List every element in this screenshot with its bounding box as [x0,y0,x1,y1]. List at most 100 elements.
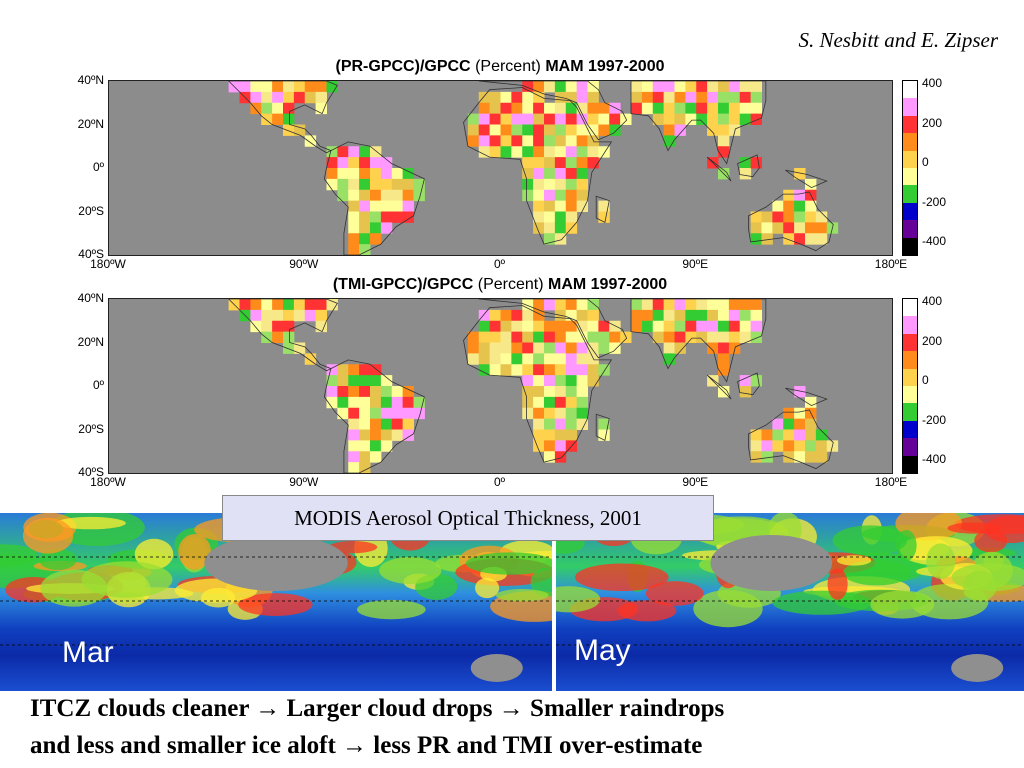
australia-nodata [470,654,523,682]
map-cell [587,299,599,311]
map-cell [739,386,752,398]
map-cell [565,135,578,147]
map-cell [348,168,360,180]
map-cell [315,299,327,311]
panel-title-pr: (PR-GPCC)/GPCC (Percent) MAM 1997-2000 [110,58,890,76]
map-cell [794,407,806,420]
map-cell [478,91,491,104]
map-cell [544,364,556,376]
map-cell [250,102,262,115]
map-cell [609,113,621,125]
aerosol-blob [379,556,442,584]
map-cell [805,222,817,234]
lon-tick-label: 180ºW [90,257,126,271]
map-cell [500,320,512,333]
map-cell [533,124,545,136]
map-cell [370,168,382,180]
map-cell [576,135,588,147]
map-cell [511,342,523,354]
map-cell [283,320,295,333]
map-cell [544,222,556,234]
aerosol-blob [134,538,174,570]
map-cell [522,157,534,169]
map-cell [609,342,621,354]
map-cell [500,102,512,115]
map-cell [500,364,512,376]
map-cell [522,189,534,202]
map-cell [544,168,556,180]
map-cell [761,233,773,245]
map-cell [522,407,534,420]
map-cell [565,178,578,191]
map-cell [272,320,284,333]
map-cell [805,440,817,452]
map-cell [402,396,414,409]
map-cell [544,320,556,333]
map-cell [554,299,567,311]
map-cell [544,407,556,420]
map-cell [402,429,414,441]
map-cell [337,386,349,398]
map-cell [250,320,262,333]
map-cell [587,102,599,115]
map-cell [359,200,371,212]
map-cell [761,451,773,463]
map-cell [544,342,556,354]
map-cell [304,81,317,93]
map-cell [261,331,273,343]
map-cell [533,407,545,420]
lon-tick-label: 0º [493,257,506,271]
aerosol-blob [530,567,552,597]
colorbar-tick-label: 200 [922,115,943,130]
map-cell [565,299,578,311]
map-cell [326,81,338,93]
map-cell [359,375,371,387]
conclusion-text: ITCZ clouds cleaner → Larger cloud drops… [30,690,1010,764]
map-cell [685,113,697,125]
map-cell [293,124,306,136]
map-cell [696,320,708,333]
map-cell [739,157,752,169]
map-cell [576,81,588,93]
map-cell [544,386,556,398]
map-cell [544,353,556,365]
map-cell [565,309,578,322]
map-cell [337,375,349,387]
map-cell [750,331,762,343]
map-cell [500,342,512,354]
colorbar-swatch [903,351,917,369]
map-cell [565,407,578,420]
map-cell [598,320,610,333]
map-cell [489,331,501,343]
map-cell [707,331,719,343]
map-cell [783,233,795,245]
map-cell [576,146,588,158]
map-cell [348,157,360,169]
lon-tick-label: 90ºE [682,475,709,489]
map-cell [554,157,567,169]
map-cell [478,320,491,333]
map-cell [565,364,578,376]
lat-tick-label: 40ºN [77,73,104,87]
panel-title-pr-units: (Percent) [475,58,541,75]
map-cell [370,146,382,158]
map-cell [283,309,295,322]
lon-tick-label: 180ºE [874,475,908,489]
map-cell [315,102,327,115]
map-cell [380,222,393,234]
map-cell [370,375,382,387]
map-cell [261,320,273,333]
map-cell [348,429,360,441]
map-cell [652,102,665,115]
map-cell [750,440,762,452]
map-cell [348,200,360,212]
map-cell [707,299,719,311]
map-cell [544,233,556,245]
map-cell [750,222,762,234]
map-cell [489,102,501,115]
map-cell [696,299,708,311]
map-cell [337,396,349,409]
lat-tick-label: 40ºS [78,465,104,479]
map-cell [315,309,327,322]
map-cell [348,407,360,420]
